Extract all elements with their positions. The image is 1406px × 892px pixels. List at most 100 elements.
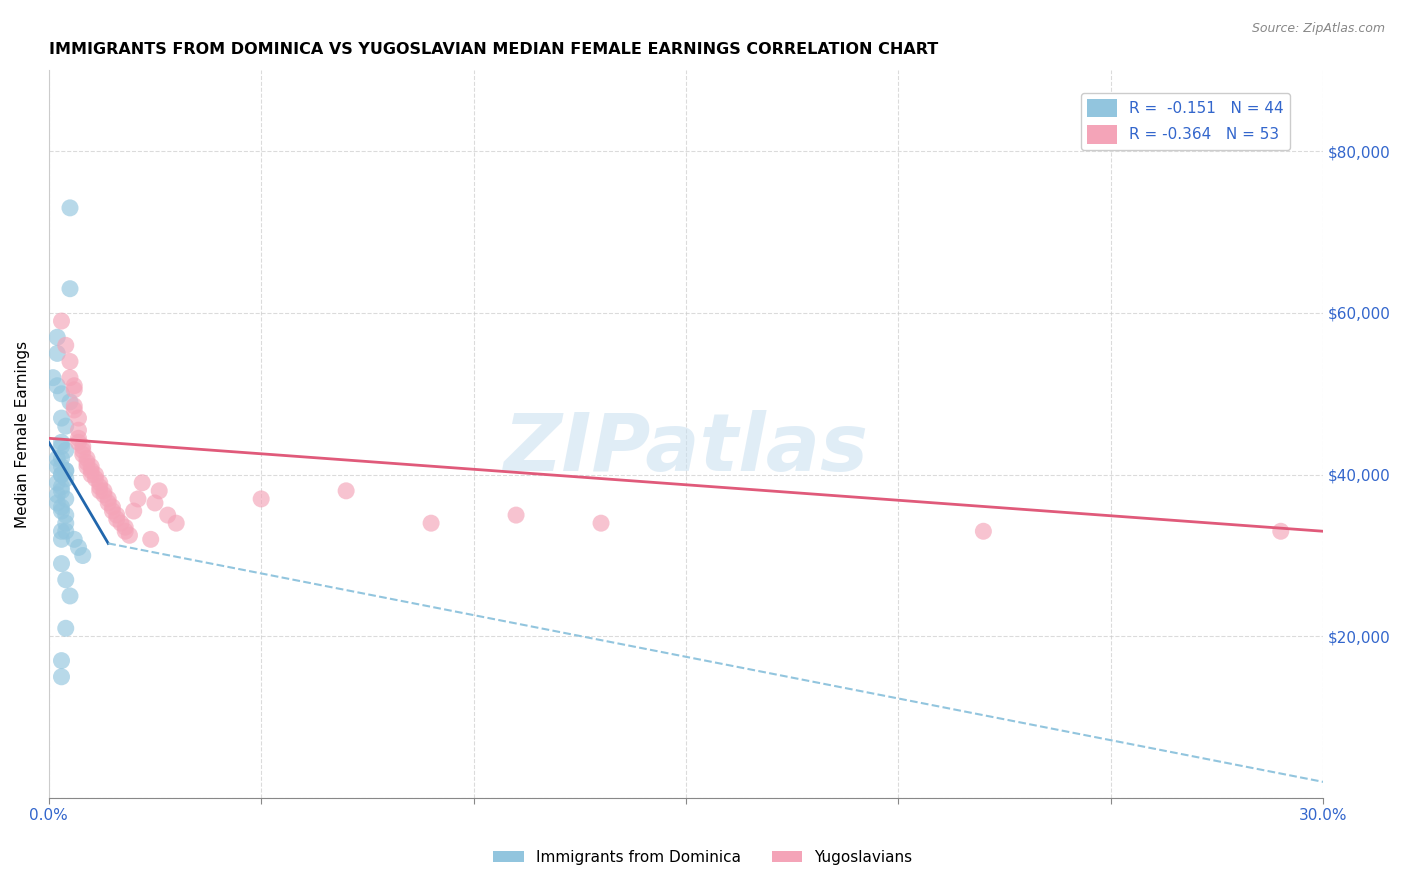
Point: [80, 464, 103, 478]
Point: [89, 475, 111, 490]
Point: [97, 491, 120, 506]
Point: [76, 459, 98, 474]
Point: [59, 370, 82, 384]
Point: [55, 338, 77, 352]
Point: [105, 508, 128, 522]
Point: [67, 411, 90, 425]
Point: [72, 549, 94, 563]
Text: IMMIGRANTS FROM DOMINICA VS YUGOSLAVIAN MEDIAN FEMALE EARNINGS CORRELATION CHART: IMMIGRANTS FROM DOMINICA VS YUGOSLAVIAN …: [49, 42, 938, 57]
Point: [105, 512, 128, 526]
Point: [420, 516, 443, 531]
Point: [46, 346, 69, 360]
Point: [250, 491, 273, 506]
Point: [118, 528, 141, 542]
Point: [110, 516, 132, 531]
Point: [139, 533, 162, 547]
Point: [55, 491, 77, 506]
Y-axis label: Median Female Earnings: Median Female Earnings: [15, 341, 30, 528]
Point: [51, 533, 73, 547]
Point: [55, 621, 77, 635]
Point: [72, 447, 94, 461]
Point: [51, 314, 73, 328]
Point: [76, 456, 98, 470]
Point: [59, 354, 82, 368]
Text: Source: ZipAtlas.com: Source: ZipAtlas.com: [1251, 22, 1385, 36]
Point: [55, 516, 77, 531]
Point: [51, 451, 73, 466]
Point: [80, 459, 103, 474]
Point: [84, 467, 107, 482]
Point: [51, 467, 73, 482]
Point: [131, 475, 153, 490]
Point: [51, 411, 73, 425]
Point: [51, 500, 73, 514]
Point: [143, 496, 166, 510]
Point: [46, 378, 69, 392]
Point: [46, 451, 69, 466]
Point: [51, 483, 73, 498]
Point: [42, 370, 65, 384]
Point: [1270, 524, 1292, 539]
Point: [972, 524, 994, 539]
Point: [51, 670, 73, 684]
Point: [51, 480, 73, 494]
Point: [51, 387, 73, 401]
Point: [59, 201, 82, 215]
Point: [67, 435, 90, 450]
Point: [156, 508, 179, 522]
Point: [89, 483, 111, 498]
Legend: R =  -0.151   N = 44, R = -0.364   N = 53: R = -0.151 N = 44, R = -0.364 N = 53: [1080, 93, 1291, 150]
Point: [114, 520, 136, 534]
Point: [55, 464, 77, 478]
Point: [51, 504, 73, 518]
Point: [59, 282, 82, 296]
Point: [127, 491, 149, 506]
Point: [165, 516, 187, 531]
Point: [59, 395, 82, 409]
Point: [51, 459, 73, 474]
Point: [55, 524, 77, 539]
Point: [101, 500, 124, 514]
Point: [67, 541, 90, 555]
Point: [84, 472, 107, 486]
Legend: Immigrants from Dominica, Yugoslavians: Immigrants from Dominica, Yugoslavians: [488, 844, 918, 871]
Point: [67, 431, 90, 445]
Point: [55, 419, 77, 434]
Point: [76, 451, 98, 466]
Point: [72, 439, 94, 453]
Point: [55, 464, 77, 478]
Point: [63, 533, 86, 547]
Point: [72, 443, 94, 458]
Point: [51, 654, 73, 668]
Point: [505, 508, 527, 522]
Point: [101, 504, 124, 518]
Point: [46, 496, 69, 510]
Point: [67, 423, 90, 437]
Point: [93, 488, 115, 502]
Point: [93, 483, 115, 498]
Point: [63, 399, 86, 413]
Point: [51, 439, 73, 453]
Point: [51, 435, 73, 450]
Point: [55, 472, 77, 486]
Text: ZIPatlas: ZIPatlas: [503, 409, 869, 488]
Point: [55, 443, 77, 458]
Point: [589, 516, 612, 531]
Point: [46, 475, 69, 490]
Point: [46, 488, 69, 502]
Point: [55, 573, 77, 587]
Point: [55, 508, 77, 522]
Point: [63, 383, 86, 397]
Point: [89, 480, 111, 494]
Point: [335, 483, 357, 498]
Point: [59, 589, 82, 603]
Point: [97, 496, 120, 510]
Point: [46, 459, 69, 474]
Point: [63, 403, 86, 417]
Point: [114, 524, 136, 539]
Point: [63, 378, 86, 392]
Point: [51, 557, 73, 571]
Point: [46, 330, 69, 344]
Point: [51, 467, 73, 482]
Point: [51, 524, 73, 539]
